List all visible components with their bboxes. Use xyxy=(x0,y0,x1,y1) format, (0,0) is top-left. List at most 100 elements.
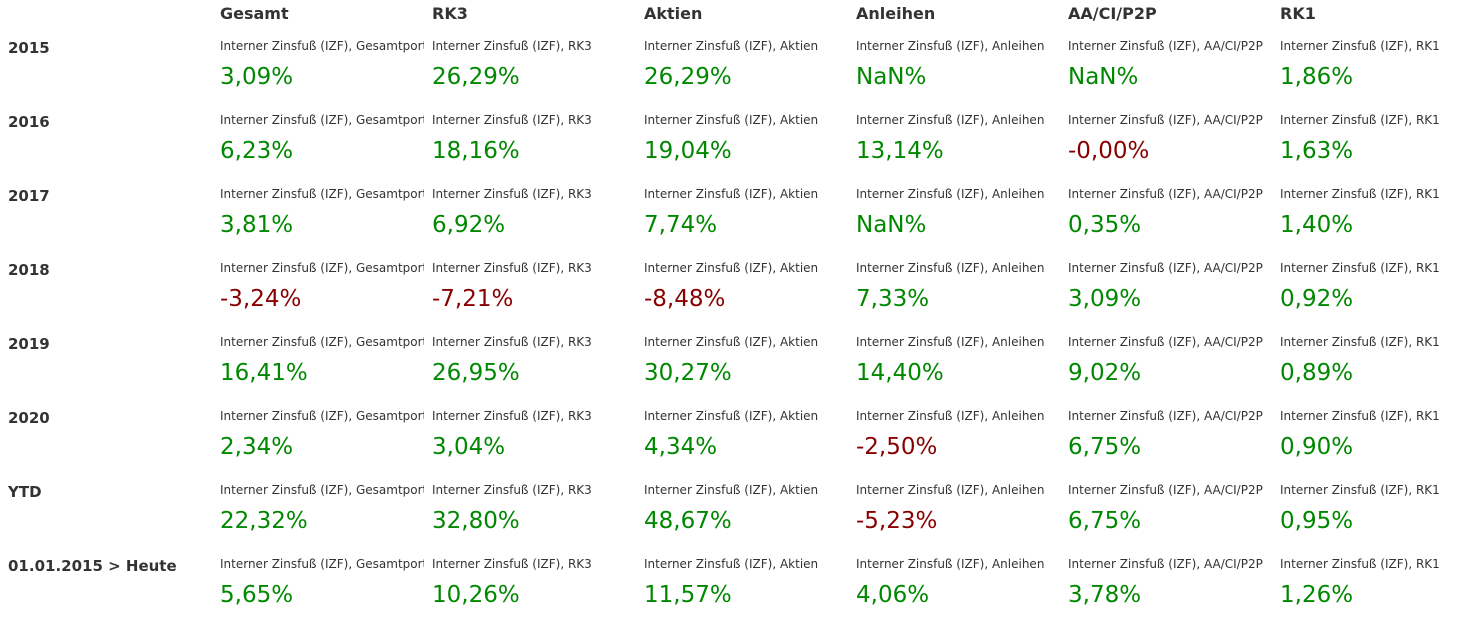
metric-cell: Interner Zinsfuß (IZF), Aktien 19,04% xyxy=(636,104,848,178)
metric-label: Interner Zinsfuß (IZF), Gesamtport xyxy=(220,113,424,127)
metric-cell: Interner Zinsfuß (IZF), AA/CI/P2P NaN% xyxy=(1060,30,1272,104)
metric-cell: Interner Zinsfuß (IZF), RK1 1,26% xyxy=(1272,548,1472,622)
metric-label: Interner Zinsfuß (IZF), Anleihen xyxy=(856,39,1045,53)
metric-value: 48,67% xyxy=(644,508,732,534)
metric-label: Interner Zinsfuß (IZF), Gesamtport xyxy=(220,557,424,571)
metric-label: Interner Zinsfuß (IZF), RK1 xyxy=(1280,335,1440,349)
metric-cell: Interner Zinsfuß (IZF), RK3 26,29% xyxy=(424,30,636,104)
metric-label: Interner Zinsfuß (IZF), RK1 xyxy=(1280,261,1440,275)
metric-cell: Interner Zinsfuß (IZF), RK3 -7,21% xyxy=(424,252,636,326)
metric-label: Interner Zinsfuß (IZF), Anleihen xyxy=(856,557,1045,571)
metric-label: Interner Zinsfuß (IZF), AA/CI/P2P xyxy=(1068,335,1263,349)
row-period-label: 2020 xyxy=(8,409,50,427)
metric-value: 7,33% xyxy=(856,286,930,312)
metric-value: 32,80% xyxy=(432,508,520,534)
column-header: Gesamt xyxy=(220,4,289,23)
metric-cell: Interner Zinsfuß (IZF), Anleihen -5,23% xyxy=(848,474,1060,548)
column-header: Anleihen xyxy=(856,4,936,23)
metric-cell: Interner Zinsfuß (IZF), RK3 26,95% xyxy=(424,326,636,400)
metric-label: Interner Zinsfuß (IZF), RK1 xyxy=(1280,39,1440,53)
metric-value: 10,26% xyxy=(432,582,520,608)
metric-cell: Interner Zinsfuß (IZF), Anleihen 14,40% xyxy=(848,326,1060,400)
metric-label: Interner Zinsfuß (IZF), Aktien xyxy=(644,409,819,423)
table-corner xyxy=(0,0,212,30)
metric-label: Interner Zinsfuß (IZF), AA/CI/P2P xyxy=(1068,483,1263,497)
metric-label: Interner Zinsfuß (IZF), RK3 xyxy=(432,335,592,349)
metric-label: Interner Zinsfuß (IZF), RK3 xyxy=(432,187,592,201)
metric-label: Interner Zinsfuß (IZF), AA/CI/P2P xyxy=(1068,187,1263,201)
metric-cell: Interner Zinsfuß (IZF), AA/CI/P2P 0,35% xyxy=(1060,178,1272,252)
metric-value: 22,32% xyxy=(220,508,308,534)
metric-value: 6,75% xyxy=(1068,434,1142,460)
metric-label: Interner Zinsfuß (IZF), RK3 xyxy=(432,39,592,53)
metric-value: 1,26% xyxy=(1280,582,1354,608)
metric-value: 26,29% xyxy=(432,64,520,90)
metric-value: 7,74% xyxy=(644,212,718,238)
row-period-label: 01.01.2015 > Heute xyxy=(8,557,177,575)
metric-value: 26,29% xyxy=(644,64,732,90)
metric-value: 4,34% xyxy=(644,434,718,460)
metric-label: Interner Zinsfuß (IZF), Gesamtport xyxy=(220,39,424,53)
row-period-label: 2017 xyxy=(8,187,50,205)
metric-value: NaN% xyxy=(1068,64,1139,90)
metric-label: Interner Zinsfuß (IZF), RK3 xyxy=(432,409,592,423)
column-header: RK3 xyxy=(432,4,468,23)
metric-value: 26,95% xyxy=(432,360,520,386)
row-period-label: 2016 xyxy=(8,113,50,131)
metric-value: -5,23% xyxy=(856,508,938,534)
metric-cell: Interner Zinsfuß (IZF), Aktien 48,67% xyxy=(636,474,848,548)
metric-cell: Interner Zinsfuß (IZF), Anleihen 7,33% xyxy=(848,252,1060,326)
metric-label: Interner Zinsfuß (IZF), Aktien xyxy=(644,187,819,201)
metric-cell: Interner Zinsfuß (IZF), AA/CI/P2P 9,02% xyxy=(1060,326,1272,400)
metric-value: 0,90% xyxy=(1280,434,1354,460)
row-period-label: 2018 xyxy=(8,261,50,279)
metric-label: Interner Zinsfuß (IZF), Anleihen xyxy=(856,335,1045,349)
metric-value: 16,41% xyxy=(220,360,308,386)
metric-label: Interner Zinsfuß (IZF), Aktien xyxy=(644,39,819,53)
metric-value: -8,48% xyxy=(644,286,726,312)
metric-value: 5,65% xyxy=(220,582,294,608)
metric-cell: Interner Zinsfuß (IZF), RK3 10,26% xyxy=(424,548,636,622)
metric-label: Interner Zinsfuß (IZF), Gesamtport xyxy=(220,187,424,201)
metric-cell: Interner Zinsfuß (IZF), Aktien 11,57% xyxy=(636,548,848,622)
metric-value: 9,02% xyxy=(1068,360,1142,386)
metric-cell: Interner Zinsfuß (IZF), Gesamtport 3,09% xyxy=(212,30,424,104)
metric-label: Interner Zinsfuß (IZF), Anleihen xyxy=(856,483,1045,497)
metric-label: Interner Zinsfuß (IZF), Gesamtport xyxy=(220,261,424,275)
metric-label: Interner Zinsfuß (IZF), Gesamtport xyxy=(220,335,424,349)
metric-label: Interner Zinsfuß (IZF), Aktien xyxy=(644,261,819,275)
metric-label: Interner Zinsfuß (IZF), Anleihen xyxy=(856,113,1045,127)
metric-label: Interner Zinsfuß (IZF), RK1 xyxy=(1280,483,1440,497)
metric-label: Interner Zinsfuß (IZF), Aktien xyxy=(644,113,819,127)
metric-value: 2,34% xyxy=(220,434,294,460)
metric-value: 0,92% xyxy=(1280,286,1354,312)
metric-label: Interner Zinsfuß (IZF), Aktien xyxy=(644,483,819,497)
metric-value: 1,63% xyxy=(1280,138,1354,164)
metric-cell: Interner Zinsfuß (IZF), AA/CI/P2P 3,09% xyxy=(1060,252,1272,326)
metric-value: 3,04% xyxy=(432,434,506,460)
metric-label: Interner Zinsfuß (IZF), Gesamtport xyxy=(220,483,424,497)
metric-cell: Interner Zinsfuß (IZF), AA/CI/P2P 3,78% xyxy=(1060,548,1272,622)
metric-value: NaN% xyxy=(856,64,927,90)
metric-cell: Interner Zinsfuß (IZF), Gesamtport 16,41% xyxy=(212,326,424,400)
metric-value: 3,78% xyxy=(1068,582,1142,608)
metric-cell: Interner Zinsfuß (IZF), Gesamtport 22,32% xyxy=(212,474,424,548)
row-period-label: YTD xyxy=(8,483,42,501)
metric-cell: Interner Zinsfuß (IZF), Gesamtport 3,81% xyxy=(212,178,424,252)
metric-value: 4,06% xyxy=(856,582,930,608)
metric-cell: Interner Zinsfuß (IZF), Gesamtport 2,34% xyxy=(212,400,424,474)
metric-label: Interner Zinsfuß (IZF), RK3 xyxy=(432,483,592,497)
metric-label: Interner Zinsfuß (IZF), AA/CI/P2P xyxy=(1068,39,1263,53)
column-header: RK1 xyxy=(1280,4,1316,23)
metric-label: Interner Zinsfuß (IZF), AA/CI/P2P xyxy=(1068,409,1263,423)
metric-label: Interner Zinsfuß (IZF), AA/CI/P2P xyxy=(1068,261,1263,275)
metric-value: 11,57% xyxy=(644,582,732,608)
metric-value: 6,75% xyxy=(1068,508,1142,534)
row-period-label: 2019 xyxy=(8,335,50,353)
metric-label: Interner Zinsfuß (IZF), Aktien xyxy=(644,557,819,571)
metric-cell: Interner Zinsfuß (IZF), RK1 0,92% xyxy=(1272,252,1472,326)
metric-label: Interner Zinsfuß (IZF), RK1 xyxy=(1280,113,1440,127)
metric-cell: Interner Zinsfuß (IZF), Aktien 26,29% xyxy=(636,30,848,104)
metric-cell: Interner Zinsfuß (IZF), Anleihen -2,50% xyxy=(848,400,1060,474)
